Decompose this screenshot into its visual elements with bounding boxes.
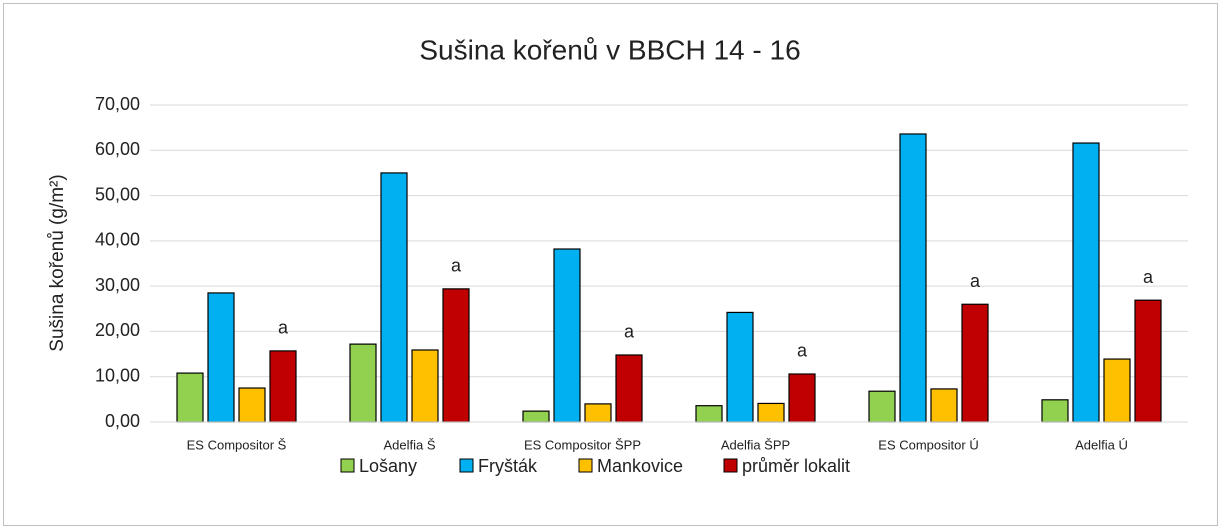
y-tick-label: 70,00 xyxy=(95,94,140,114)
legend-label: Fryšták xyxy=(478,456,538,476)
bar xyxy=(238,387,266,423)
annotation: a xyxy=(797,341,808,361)
bar xyxy=(176,372,204,423)
bar xyxy=(207,292,235,423)
legend-swatch xyxy=(340,458,355,473)
bar xyxy=(584,403,612,423)
annotation: a xyxy=(970,271,981,291)
bar xyxy=(1041,399,1069,423)
bar xyxy=(380,172,408,423)
legend-label: Lošany xyxy=(359,456,417,476)
y-tick-label: 50,00 xyxy=(95,184,140,204)
bar xyxy=(930,388,958,423)
legend-swatch xyxy=(459,458,474,473)
chart-title: Sušina kořenů v BBCH 14 - 16 xyxy=(419,34,800,65)
bar xyxy=(695,405,723,423)
x-tick-label: ES Compositor Ú xyxy=(878,437,978,452)
bar xyxy=(615,354,643,423)
bar xyxy=(868,390,896,423)
y-tick-label: 30,00 xyxy=(95,275,140,295)
annotation: a xyxy=(451,256,462,276)
x-tick-label: ES Compositor ŠPP xyxy=(524,437,641,452)
bar xyxy=(788,373,816,423)
bar xyxy=(411,349,439,423)
legend-label: průměr lokalit xyxy=(742,456,850,476)
bar xyxy=(269,350,297,423)
bar xyxy=(726,311,754,423)
annotation: a xyxy=(278,318,289,338)
x-tick-label: ES Compositor Š xyxy=(187,437,287,452)
y-tick-label: 0,00 xyxy=(105,411,140,431)
x-tick-label: Adelfia Ú xyxy=(1075,437,1128,452)
annotation: a xyxy=(624,322,635,342)
bar xyxy=(349,343,377,423)
annotation: a xyxy=(1143,267,1154,287)
bar xyxy=(522,410,550,423)
y-tick-label: 10,00 xyxy=(95,365,140,385)
bar xyxy=(757,402,785,423)
bar xyxy=(553,248,581,423)
bar xyxy=(1134,299,1162,423)
bar xyxy=(442,288,470,423)
legend-swatch xyxy=(723,458,738,473)
y-tick-label: 40,00 xyxy=(95,230,140,250)
legend-label: Mankovice xyxy=(597,456,683,476)
x-tick-label: Adelfia ŠPP xyxy=(721,437,790,452)
bar xyxy=(1103,358,1131,423)
chart-frame xyxy=(3,3,1218,526)
bar xyxy=(961,303,989,423)
y-tick-label: 60,00 xyxy=(95,139,140,159)
bar xyxy=(1072,142,1100,423)
legend-swatch xyxy=(578,458,593,473)
y-tick-label: 20,00 xyxy=(95,320,140,340)
bar xyxy=(899,133,927,423)
x-tick-label: Adelfia Š xyxy=(383,437,435,452)
y-axis-label: Sušina kořenů (g/m²) xyxy=(47,174,68,351)
